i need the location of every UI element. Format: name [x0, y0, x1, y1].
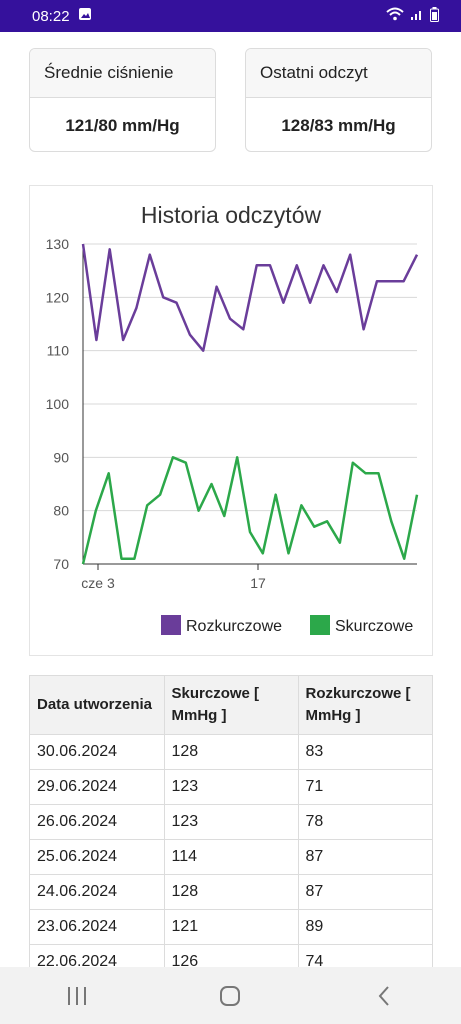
y-tick-label: 110: [47, 343, 70, 359]
status-time: 08:22: [32, 7, 70, 25]
cell-systolic: 123: [164, 804, 299, 840]
table-row: 30.06.2024 128 83: [30, 734, 432, 770]
cell-diastolic: 83: [298, 734, 432, 770]
table-row: 23.06.2024 121 89: [30, 909, 432, 945]
chart-canvas: Historia odczytów 130 120 110 100 90 80 70 cze 3…: [46, 202, 419, 635]
recent-apps-icon: [67, 986, 86, 1005]
average-pressure-card: Średnie ciśnienie 121/80 mm/Hg: [29, 48, 216, 152]
series-line-skurczowe: [81, 456, 419, 565]
signal-icon: [410, 7, 424, 25]
cell-diastolic: 87: [298, 839, 432, 875]
y-tick-label: 130: [46, 236, 70, 252]
cell-date: 22.06.2024: [30, 944, 165, 967]
back-icon: [378, 985, 389, 1006]
table-row: 29.06.2024 123 71: [30, 769, 432, 805]
column-header-systolic: Skurczowe [ MmHg ]: [164, 676, 299, 735]
x-tick-label: 17: [250, 575, 266, 591]
table-row: 26.06.2024 123 78: [30, 804, 432, 840]
status-bar: 08:22: [0, 0, 461, 32]
cell-date: 25.06.2024: [30, 839, 165, 875]
cell-systolic: 128: [164, 874, 299, 910]
x-tick-label: cze 3: [81, 575, 115, 591]
readings-table: Data utworzenia Skurczowe [ MmHg ] Rozku…: [29, 675, 433, 967]
y-tick-label: 100: [46, 396, 70, 412]
cell-date: 29.06.2024: [30, 769, 165, 805]
cell-systolic: 128: [164, 734, 299, 770]
series-line-rozkurczowe: [81, 243, 419, 352]
legend-label: Rozkurczowe: [186, 618, 282, 635]
cell-systolic: 121: [164, 909, 299, 945]
legend-swatch: [161, 615, 181, 635]
legend-swatch: [310, 615, 330, 635]
cell-diastolic: 78: [298, 804, 432, 840]
cell-diastolic: 71: [298, 769, 432, 805]
cell-systolic: 114: [164, 839, 299, 875]
cell-systolic: 126: [164, 944, 299, 967]
battery-icon: [430, 6, 439, 26]
column-header-diastolic: Rozkurczowe [ MmHg ]: [298, 676, 432, 735]
home-icon: [220, 985, 241, 1006]
legend-label: Skurczowe: [335, 618, 413, 635]
card-title: Ostatni odczyt: [246, 49, 431, 98]
back-button[interactable]: [354, 976, 414, 1016]
y-tick-label: 120: [46, 289, 70, 305]
history-chart: Historia odczytów 130 120 110 100 90 80 70 cze 3…: [29, 185, 433, 656]
y-tick-label: 70: [53, 556, 69, 572]
table-row: 25.06.2024 114 87: [30, 839, 432, 875]
gallery-icon: [78, 7, 92, 25]
cell-diastolic: 74: [298, 944, 432, 967]
y-tick-label: 90: [53, 449, 69, 465]
card-title: Średnie ciśnienie: [30, 49, 215, 98]
cell-diastolic: 89: [298, 909, 432, 945]
recent-apps-button[interactable]: [47, 976, 107, 1016]
navigation-bar: [0, 967, 461, 1024]
wifi-icon: [386, 7, 404, 25]
table-row: 24.06.2024 128 87: [30, 874, 432, 910]
cell-date: 24.06.2024: [30, 874, 165, 910]
card-value: 121/80 mm/Hg: [65, 115, 180, 135]
home-button[interactable]: [200, 976, 260, 1016]
column-header-date: Data utworzenia: [30, 676, 165, 735]
cell-date: 23.06.2024: [30, 909, 165, 945]
table-header-row: Data utworzenia Skurczowe [ MmHg ] Rozku…: [30, 676, 432, 735]
y-tick-label: 80: [53, 503, 69, 519]
chart-title: Historia odczytów: [141, 202, 322, 228]
last-reading-card: Ostatni odczyt 128/83 mm/Hg: [245, 48, 432, 152]
cell-date: 26.06.2024: [30, 804, 165, 840]
cell-date: 30.06.2024: [30, 734, 165, 770]
cell-diastolic: 87: [298, 874, 432, 910]
cell-systolic: 123: [164, 769, 299, 805]
table-row: 22.06.2024 126 74: [30, 944, 432, 967]
card-value: 128/83 mm/Hg: [281, 115, 396, 135]
